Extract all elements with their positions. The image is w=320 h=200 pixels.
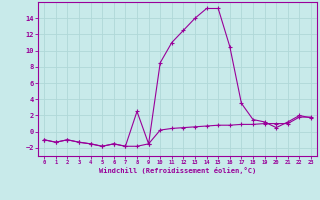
X-axis label: Windchill (Refroidissement éolien,°C): Windchill (Refroidissement éolien,°C) — [99, 167, 256, 174]
